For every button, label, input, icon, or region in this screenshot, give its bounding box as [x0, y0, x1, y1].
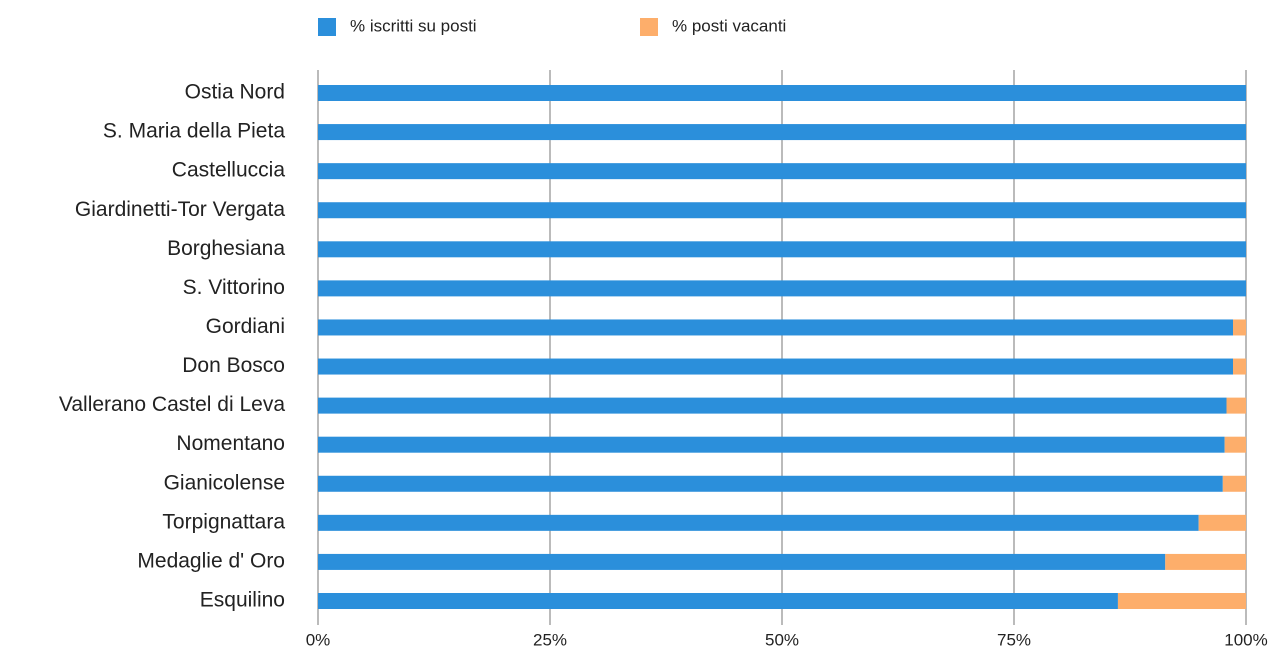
- bar-segment: [1198, 514, 1246, 531]
- bar-segment: [1224, 436, 1246, 453]
- x-tick-label: 0%: [306, 630, 331, 649]
- y-tick-label: Don Bosco: [182, 354, 285, 377]
- y-tick-label: Esquilino: [200, 589, 285, 612]
- y-tick-label: Vallerano Castel di Leva: [59, 393, 285, 416]
- y-tick-label: Gordiani: [206, 315, 285, 338]
- bar-segment: [1233, 358, 1246, 375]
- legend-swatch: [318, 18, 336, 36]
- legend-label: % posti vacanti: [672, 16, 786, 35]
- bar-segment: [1226, 397, 1246, 414]
- bar-segment: [318, 436, 1225, 453]
- bar-segment: [1222, 475, 1246, 492]
- bar-segment: [318, 241, 1246, 258]
- bar-segment: [318, 358, 1234, 375]
- bar-segment: [318, 85, 1246, 101]
- bar-segment: [318, 514, 1199, 531]
- y-tick-label: Ostia Nord: [185, 81, 285, 104]
- y-tick-label: Torpignattara: [162, 510, 285, 533]
- y-tick-label: S. Maria della Pieta: [103, 120, 285, 143]
- y-tick-label: Medaglie d' Oro: [137, 549, 285, 572]
- bar-segment: [318, 124, 1246, 141]
- bar-segment: [318, 280, 1246, 297]
- x-tick-label: 100%: [1224, 630, 1267, 649]
- legend-label: % iscritti su posti: [350, 16, 477, 35]
- bar-segment: [318, 319, 1234, 336]
- x-tick-label: 25%: [533, 630, 567, 649]
- y-tick-label: Gianicolense: [164, 471, 285, 494]
- x-tick-label: 75%: [997, 630, 1031, 649]
- bar-segment: [318, 553, 1166, 570]
- y-tick-label: Castelluccia: [172, 159, 286, 182]
- bar-segment: [318, 202, 1246, 219]
- y-tick-label: Giardinetti-Tor Vergata: [75, 198, 285, 221]
- bar-segment: [318, 397, 1227, 414]
- bar-segment: [318, 475, 1223, 492]
- bar-segment: [1233, 319, 1246, 336]
- x-tick-label: 50%: [765, 630, 799, 649]
- bar-segment: [318, 593, 1118, 609]
- bar-segment: [1117, 593, 1246, 609]
- y-tick-label: Nomentano: [176, 432, 285, 455]
- bar-segment: [318, 163, 1246, 180]
- y-tick-label: S. Vittorino: [183, 276, 285, 299]
- bar-segment: [1165, 553, 1246, 570]
- legend-swatch: [640, 18, 658, 36]
- y-tick-label: Borghesiana: [167, 237, 285, 260]
